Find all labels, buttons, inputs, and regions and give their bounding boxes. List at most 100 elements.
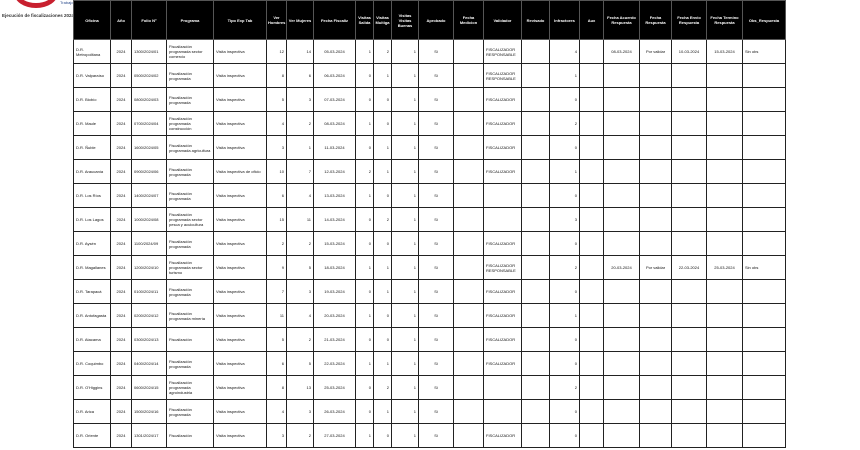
- cell[interactable]: [706, 423, 743, 448]
- cell[interactable]: 0: [549, 87, 580, 112]
- cell[interactable]: 1: [355, 423, 374, 448]
- cell[interactable]: [483, 183, 522, 208]
- cell[interactable]: [579, 255, 604, 280]
- cell[interactable]: FISCALIZADOR: [483, 303, 522, 328]
- cell[interactable]: 1: [391, 327, 419, 352]
- cell[interactable]: 1: [373, 63, 392, 88]
- cell[interactable]: [639, 303, 672, 328]
- cell[interactable]: 6: [266, 351, 287, 376]
- cell[interactable]: [706, 87, 743, 112]
- cell[interactable]: 1000/2024/08: [131, 207, 167, 232]
- cell[interactable]: [706, 375, 743, 400]
- cell[interactable]: 25-03-2024: [313, 375, 356, 400]
- cell[interactable]: 2024: [110, 159, 132, 184]
- cell[interactable]: Visita inspectiva: [213, 39, 267, 64]
- cell[interactable]: 26-03-2024: [313, 399, 356, 424]
- cell[interactable]: Visita inspectiva de oficio: [213, 159, 267, 184]
- cell[interactable]: 3: [286, 87, 314, 112]
- cell[interactable]: 2: [373, 207, 392, 232]
- cell[interactable]: [603, 423, 640, 448]
- cell[interactable]: 0: [355, 207, 374, 232]
- cell[interactable]: [579, 183, 604, 208]
- cell[interactable]: [671, 207, 707, 232]
- cell[interactable]: Fiscalización: [166, 423, 214, 448]
- cell[interactable]: Por validar: [639, 255, 672, 280]
- cell[interactable]: 22-03-2024: [313, 351, 356, 376]
- cell[interactable]: [483, 399, 522, 424]
- cell[interactable]: 1200/2024/10: [131, 255, 167, 280]
- cell[interactable]: [521, 39, 550, 64]
- cell[interactable]: [453, 303, 484, 328]
- cell[interactable]: [521, 255, 550, 280]
- cell[interactable]: FISCALIZADOR RESPONSABLE: [483, 255, 522, 280]
- column-header[interactable]: Fecha Termino Respuesta: [706, 0, 743, 40]
- cell[interactable]: 0: [549, 183, 580, 208]
- cell[interactable]: [706, 207, 743, 232]
- cell[interactable]: 21-03-2024: [313, 327, 356, 352]
- cell[interactable]: 2024: [110, 375, 132, 400]
- cell[interactable]: 1: [391, 279, 419, 304]
- cell[interactable]: 0: [373, 111, 392, 136]
- cell[interactable]: 20-03-2024: [313, 303, 356, 328]
- cell[interactable]: [603, 183, 640, 208]
- cell[interactable]: 2024: [110, 111, 132, 136]
- cell[interactable]: [671, 423, 707, 448]
- cell[interactable]: [671, 183, 707, 208]
- cell[interactable]: [639, 351, 672, 376]
- cell[interactable]: 07-03-2024: [313, 87, 356, 112]
- cell[interactable]: [742, 135, 786, 160]
- cell[interactable]: 20-03-2024: [603, 255, 640, 280]
- cell[interactable]: D.R. Coquimbo: [73, 351, 111, 376]
- cell[interactable]: [603, 279, 640, 304]
- cell[interactable]: Si: [418, 135, 454, 160]
- column-header[interactable]: Revisado: [521, 0, 550, 40]
- cell[interactable]: 0: [373, 303, 392, 328]
- column-header[interactable]: Año: [110, 0, 132, 40]
- cell[interactable]: Fiscalización programada construcción: [166, 111, 214, 136]
- cell[interactable]: 1: [391, 423, 419, 448]
- cell[interactable]: [579, 159, 604, 184]
- cell[interactable]: 5: [286, 351, 314, 376]
- cell[interactable]: 2: [549, 375, 580, 400]
- cell[interactable]: 2: [373, 375, 392, 400]
- cell[interactable]: Fiscalización programada: [166, 399, 214, 424]
- cell[interactable]: [603, 351, 640, 376]
- cell[interactable]: Fiscalización programada sector turismo: [166, 255, 214, 280]
- cell[interactable]: [639, 423, 672, 448]
- cell[interactable]: 0: [355, 231, 374, 256]
- cell[interactable]: 4: [266, 111, 287, 136]
- column-header[interactable]: Validador: [483, 0, 522, 40]
- cell[interactable]: 1: [549, 159, 580, 184]
- cell[interactable]: 0500/2024/02: [131, 63, 167, 88]
- cell[interactable]: Si: [418, 207, 454, 232]
- cell[interactable]: [579, 423, 604, 448]
- cell[interactable]: [603, 327, 640, 352]
- column-header[interactable]: Fecha Acuerdo Respuesta: [603, 0, 640, 40]
- cell[interactable]: [639, 159, 672, 184]
- cell[interactable]: [521, 207, 550, 232]
- cell[interactable]: [706, 159, 743, 184]
- cell[interactable]: 1: [355, 255, 374, 280]
- cell[interactable]: 1: [373, 399, 392, 424]
- cell[interactable]: [742, 183, 786, 208]
- cell[interactable]: [671, 327, 707, 352]
- cell[interactable]: [453, 207, 484, 232]
- cell[interactable]: D.R. Arica: [73, 399, 111, 424]
- cell[interactable]: [579, 279, 604, 304]
- cell[interactable]: [639, 87, 672, 112]
- cell[interactable]: 10-03-2024: [671, 39, 707, 64]
- cell[interactable]: 1: [355, 303, 374, 328]
- cell[interactable]: 0: [549, 351, 580, 376]
- column-header[interactable]: Oficina: [73, 0, 111, 40]
- cell[interactable]: Si: [418, 279, 454, 304]
- cell[interactable]: Si: [418, 351, 454, 376]
- cell[interactable]: 05-03-2024: [313, 39, 356, 64]
- cell[interactable]: 0600/2024/15: [131, 375, 167, 400]
- cell[interactable]: [706, 135, 743, 160]
- cell[interactable]: [521, 399, 550, 424]
- cell[interactable]: 13-03-2024: [313, 183, 356, 208]
- cell[interactable]: 1: [373, 135, 392, 160]
- cell[interactable]: [521, 111, 550, 136]
- cell[interactable]: 2: [286, 111, 314, 136]
- cell[interactable]: [639, 135, 672, 160]
